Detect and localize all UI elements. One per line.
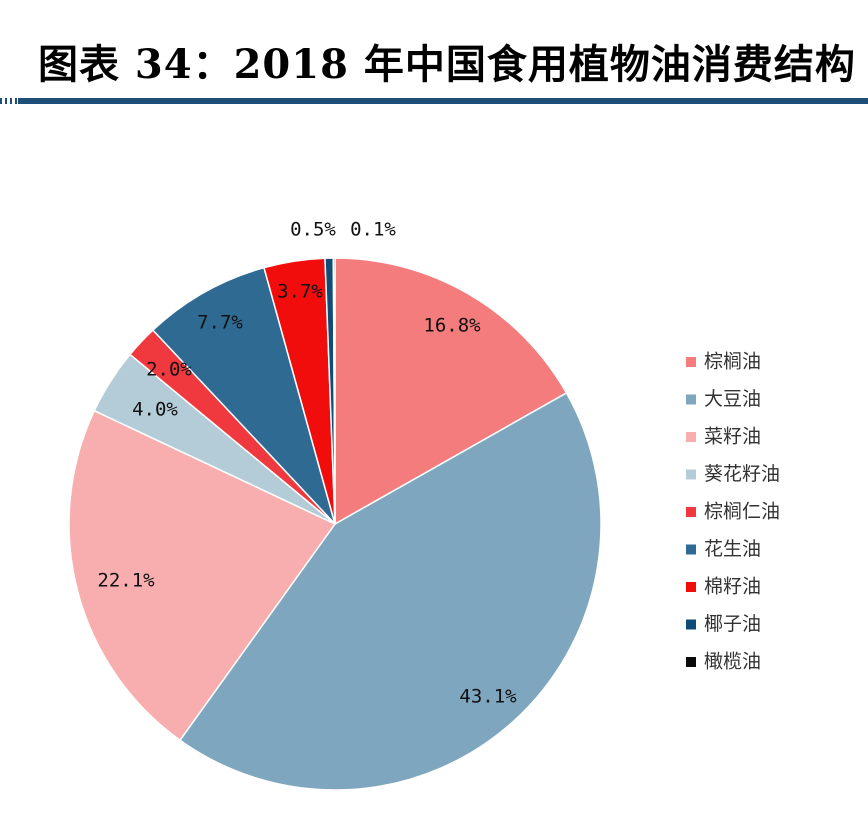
pie-data-labels: 16.8% 43.1% 22.1% 4.0% 2.0% 7.7% 3.7% 0.5% 0.1% — [97, 219, 517, 708]
data-label-2: 43.1% — [459, 686, 517, 708]
pie-slice-1 — [334, 257, 568, 526]
legend-label-6: 花生油 — [704, 538, 761, 560]
legend-swatch-8 — [686, 619, 696, 630]
title-rule-dots — [0, 98, 18, 104]
data-label-6: 7.7% — [197, 312, 243, 334]
legend-swatch-6 — [686, 544, 696, 555]
legend-label-5: 棕榈仁油 — [704, 501, 780, 523]
legend-swatch-2 — [686, 394, 696, 405]
legend-swatch-3 — [686, 432, 696, 442]
legend-label-8: 椰子油 — [704, 613, 761, 635]
data-label-3: 22.1% — [97, 570, 155, 592]
data-label-9: 0.1% — [350, 219, 396, 241]
data-label-5: 2.0% — [146, 359, 192, 381]
legend-swatch-4 — [686, 469, 696, 480]
legend-label-4: 葵花籽油 — [704, 463, 780, 485]
data-label-1: 16.8% — [423, 315, 481, 337]
legend-label-2: 大豆油 — [704, 388, 761, 410]
data-label-8: 0.5% — [290, 219, 336, 241]
pie-slice-6 — [151, 266, 336, 525]
pie-slice-9 — [332, 257, 336, 525]
data-label-7: 3.7% — [277, 281, 323, 303]
legend-swatch-7 — [686, 582, 696, 592]
legend-label-3: 菜籽油 — [704, 426, 761, 448]
legend-swatch-5 — [686, 507, 696, 517]
page-title: 图表 34：2018 年中国食用植物油消费结构 — [38, 41, 856, 88]
pie-slice-2 — [178, 391, 602, 791]
legend-label-9: 橄榄油 — [704, 651, 761, 673]
legend-swatch-1 — [686, 357, 696, 367]
data-label-4: 4.0% — [132, 399, 178, 421]
pie-slices — [68, 257, 602, 791]
legend-label-1: 棕榈油 — [704, 351, 761, 373]
title-rule — [18, 98, 868, 104]
legend-label-7: 棉籽油 — [704, 576, 761, 598]
legend-swatch-9 — [686, 657, 696, 667]
